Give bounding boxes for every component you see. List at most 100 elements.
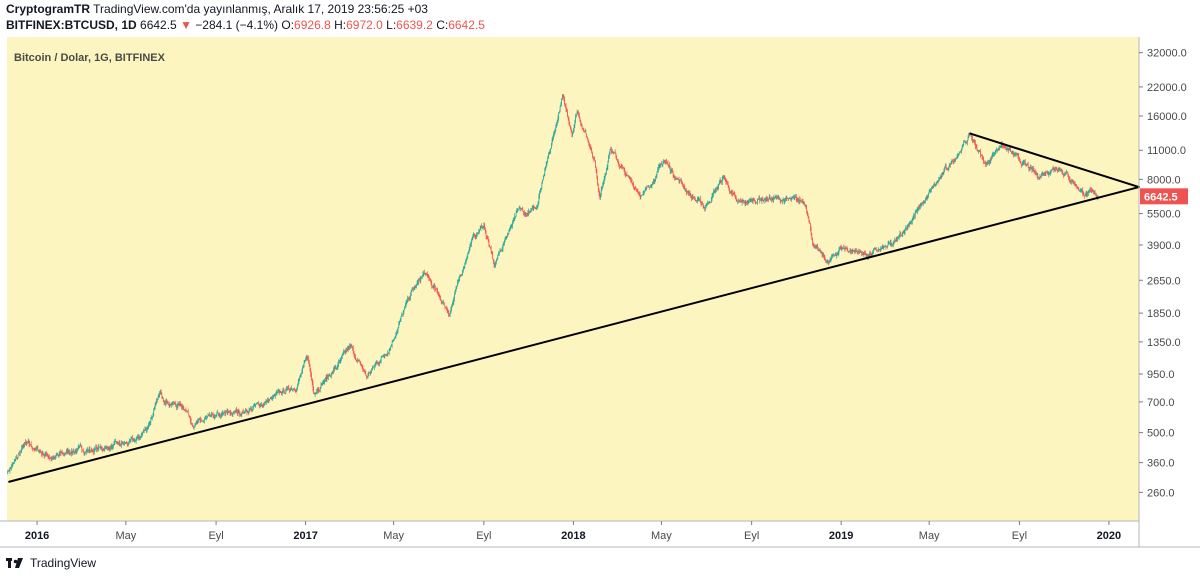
candle [865, 253, 867, 258]
candle [644, 186, 646, 192]
candle [168, 403, 170, 408]
candle [830, 258, 832, 263]
candle [70, 452, 72, 455]
candle [746, 199, 748, 205]
candle [281, 390, 283, 397]
candle [693, 196, 695, 199]
candle [1019, 157, 1020, 162]
candle [18, 452, 20, 455]
candle [31, 445, 33, 450]
resistance-trendline[interactable] [969, 132, 1140, 189]
candle [961, 148, 962, 154]
candle [405, 300, 407, 308]
candle [118, 440, 120, 447]
candle [53, 454, 55, 460]
candle [797, 197, 799, 203]
plot-area[interactable] [7, 37, 1139, 521]
candle [87, 446, 89, 454]
candle [379, 360, 381, 367]
candle [1061, 168, 1063, 175]
candle [333, 367, 334, 375]
candle [600, 192, 601, 200]
candle [809, 222, 811, 232]
footer-branding[interactable]: TradingView [6, 556, 96, 570]
candle [853, 249, 854, 252]
candle [802, 198, 804, 205]
candle [311, 371, 312, 381]
candle [590, 145, 592, 151]
price-tick-label: 22000.0 [1147, 82, 1187, 94]
price-axis[interactable]: 32000.022000.016000.011000.08000.05500.0… [1138, 37, 1187, 547]
candle [647, 185, 648, 188]
candle [41, 451, 42, 457]
candle [122, 441, 124, 446]
candle [339, 357, 341, 364]
candle [435, 288, 437, 290]
price-tag-label: 6642.5 [1144, 191, 1178, 203]
candle [982, 155, 984, 161]
candle [521, 207, 523, 210]
candle [724, 176, 726, 182]
candle [429, 276, 430, 281]
candle [971, 135, 973, 141]
candle [632, 182, 634, 187]
candle [1013, 151, 1014, 158]
candle [848, 250, 850, 252]
candle [619, 164, 620, 170]
candle [1049, 171, 1050, 176]
candle [195, 422, 196, 427]
candle [74, 448, 76, 454]
candle [643, 190, 645, 196]
candle [374, 362, 376, 368]
candle [285, 388, 287, 395]
candle [819, 247, 821, 252]
candle [504, 236, 506, 242]
candle [496, 257, 498, 262]
time-axis[interactable]: 2016 May Eyl 2017 May Eyl 2018 May Eyl 2019 May Eyl… [0, 520, 1200, 548]
candle [541, 181, 543, 190]
candle [1040, 175, 1042, 178]
candle [512, 217, 514, 224]
support-trendline[interactable] [8, 186, 1140, 483]
candle [129, 438, 131, 443]
candle [815, 244, 817, 250]
candle [781, 200, 783, 202]
symbol-label: BITFINEX:BTCUSD, 1D [6, 18, 137, 32]
candle [110, 444, 112, 451]
candle [422, 271, 424, 277]
candle [1085, 190, 1087, 197]
candle [926, 194, 928, 202]
candle [52, 455, 53, 461]
candle [611, 148, 613, 154]
candle [173, 401, 175, 405]
candle [1056, 166, 1058, 171]
candle [369, 371, 371, 377]
candle [998, 146, 1000, 152]
candle [572, 131, 573, 138]
candle [881, 246, 882, 251]
candle [723, 175, 725, 179]
candle [703, 205, 705, 209]
candle [338, 359, 339, 367]
candle [834, 254, 835, 257]
candle [801, 198, 803, 203]
publisher-name[interactable]: CryptogramTR [6, 2, 91, 16]
candle [1042, 171, 1044, 177]
candle [1059, 166, 1061, 171]
candle [100, 446, 102, 449]
candle [595, 160, 596, 168]
candle [538, 193, 540, 205]
candle [9, 467, 11, 474]
candle [707, 200, 708, 206]
candle [1022, 161, 1023, 167]
candle [37, 444, 39, 452]
candle [702, 201, 703, 206]
candle [360, 363, 362, 367]
candle [663, 159, 664, 164]
candle [840, 245, 841, 250]
candle [752, 197, 754, 204]
candle [800, 197, 802, 202]
candle [232, 411, 234, 417]
candle [516, 208, 518, 213]
